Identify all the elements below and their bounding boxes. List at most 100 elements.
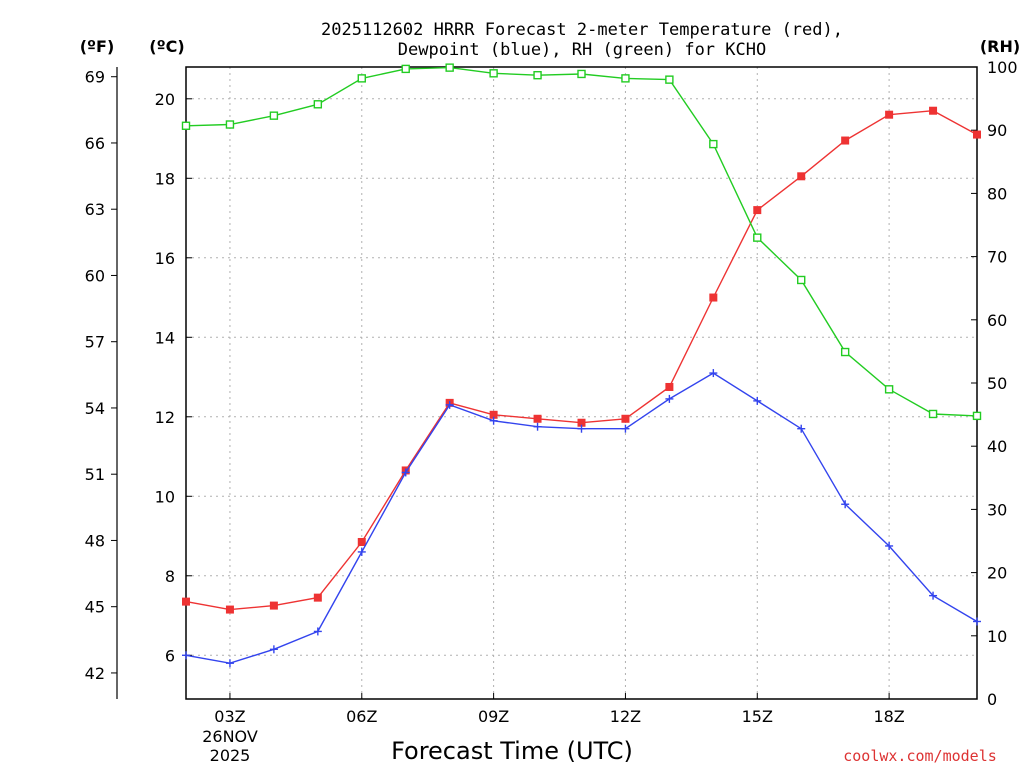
x-axis-title: Forecast Time (UTC)	[391, 737, 633, 765]
c-tick-label-10: 10	[155, 487, 175, 506]
dewpoint-point-16	[885, 541, 894, 550]
rh-point-8	[533, 71, 542, 80]
c-tick-label-18: 18	[155, 169, 175, 188]
2-meter-temperature-point-13	[753, 206, 762, 215]
c-tick-label-20: 20	[155, 90, 175, 109]
rh-point-18	[972, 411, 982, 421]
x-tick-label-03Z: 03Z	[214, 707, 245, 726]
tick-layer: 42 45 48 51 54 57 60 63 66 69 6 8 10 12 14 16 18 20 0 10 20 3…	[85, 58, 1018, 726]
chart-title-line2: Dewpoint (blue), RH (green) for KCHO	[398, 40, 766, 60]
f-tick-label-51: 51	[85, 465, 105, 484]
rh-point-7	[489, 69, 498, 78]
2-meter-temperature-point-4	[357, 537, 366, 546]
c-tick-label-12: 12	[155, 408, 175, 427]
dewpoint-point-7	[489, 416, 498, 425]
2-meter-temperature-point-8	[533, 414, 542, 423]
c-tick-label-16: 16	[155, 249, 175, 268]
rh-tick-label-90: 90	[987, 121, 1007, 140]
c-tick-label-14: 14	[155, 328, 175, 347]
credit-text: coolwx.com/models	[843, 747, 997, 765]
2-meter-temperature-point-12	[709, 293, 718, 302]
dewpoint-point-2	[269, 645, 278, 654]
chart-title-line1: 2025112602 HRRR Forecast 2-meter Tempera…	[321, 20, 843, 40]
c-tick-label-6: 6	[165, 646, 175, 665]
2-meter-temperature-point-2	[269, 601, 278, 610]
dewpoint-point-18	[973, 617, 981, 626]
dewpoint-point-1	[225, 659, 234, 668]
2-meter-temperature-point-1	[225, 605, 234, 614]
rh-tick-label-20: 20	[987, 564, 1007, 583]
rh-point-4	[357, 74, 366, 83]
date-label-year: 2025	[210, 746, 251, 765]
2-meter-temperature-point-14	[797, 172, 806, 181]
dewpoint-point-5	[401, 468, 410, 477]
f-tick-label-42: 42	[85, 664, 105, 683]
rh-point-12	[709, 139, 718, 149]
dewpoint-point-10	[621, 424, 630, 433]
rh-point-1	[225, 120, 235, 129]
rh-point-10	[621, 74, 630, 83]
rh-point-13	[753, 233, 762, 242]
axes	[116, 66, 978, 700]
dewpoint-point-6	[445, 400, 454, 409]
dewpoint-point-4	[357, 547, 366, 556]
rh-tick-label-30: 30	[987, 500, 1007, 519]
f-tick-label-48: 48	[85, 531, 105, 550]
2-meter-temperature-point-18	[973, 130, 981, 139]
dewpoint-point-13	[753, 396, 762, 405]
2-meter-temperature-point-3	[313, 593, 322, 602]
dewpoint-point-12	[709, 369, 718, 378]
dewpoint-point-3	[313, 627, 322, 636]
x-tick-label-18Z: 18Z	[873, 707, 904, 726]
series-layer	[181, 63, 982, 668]
rh-tick-label-100: 100	[987, 58, 1018, 77]
2-meter-temperature-point-16	[885, 110, 894, 119]
x-tick-label-06Z: 06Z	[346, 707, 377, 726]
dewpoint-point-0	[182, 651, 190, 660]
celsius-axis-label: (ºC)	[149, 37, 184, 56]
rh-tick-label-40: 40	[987, 437, 1007, 456]
dewpoint-point-14	[797, 424, 806, 433]
rh-point-5	[401, 64, 410, 74]
rh-point-16	[884, 385, 894, 394]
rh-line	[185, 66, 978, 417]
c-tick-label-8: 8	[165, 567, 175, 586]
2-meter-temperature-point-0	[182, 597, 190, 606]
rh-point-0	[181, 121, 191, 130]
dewpoint-point-11	[665, 394, 674, 403]
f-tick-label-60: 60	[85, 266, 105, 285]
x-tick-label-09Z: 09Z	[478, 707, 509, 726]
2-meter-temperature-line	[185, 109, 978, 611]
dewpoint-point-15	[841, 500, 850, 509]
rh-point-3	[313, 100, 323, 109]
2-meter-temperature-point-10	[621, 414, 630, 423]
f-tick-label-54: 54	[85, 399, 105, 418]
rh-point-15	[840, 347, 850, 357]
rh-tick-label-60: 60	[987, 311, 1007, 330]
grid	[186, 67, 977, 699]
rh-point-2	[269, 111, 279, 120]
f-tick-label-57: 57	[85, 333, 105, 352]
f-tick-label-45: 45	[85, 598, 105, 617]
f-tick-label-63: 63	[85, 200, 105, 219]
f-tick-label-66: 66	[85, 134, 105, 153]
rh-tick-label-50: 50	[987, 374, 1007, 393]
rh-point-6	[445, 63, 454, 72]
rh-point-14	[797, 275, 806, 285]
rh-point-17	[928, 409, 938, 419]
fahrenheit-axis-label: (ºF)	[80, 37, 115, 56]
rh-point-9	[577, 69, 586, 79]
dewpoint-point-9	[577, 424, 586, 433]
rh-tick-label-0: 0	[987, 690, 997, 709]
x-tick-label-15Z: 15Z	[742, 707, 773, 726]
rh-tick-label-80: 80	[987, 184, 1007, 203]
rh-tick-label-10: 10	[987, 627, 1007, 646]
dewpoint-point-8	[533, 422, 542, 431]
plot-frame	[185, 66, 978, 700]
date-label-day: 26NOV	[202, 727, 258, 746]
rh-axis-label: (RH)	[980, 37, 1020, 56]
2-meter-temperature-point-17	[929, 106, 938, 115]
2-meter-temperature-point-11	[665, 382, 674, 391]
2-meter-temperature-point-15	[841, 136, 850, 145]
